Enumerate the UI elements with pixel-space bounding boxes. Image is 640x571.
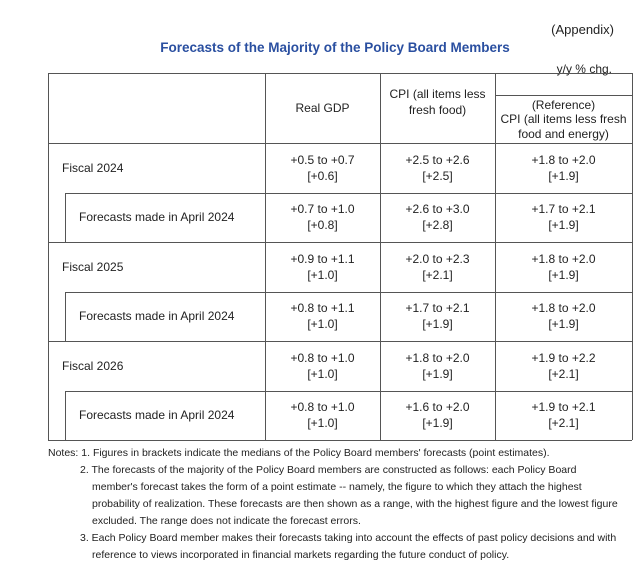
cell-reference-cpi: +1.8 to +2.0 [+1.9] (495, 242, 632, 292)
cell-reference-cpi-text: [+2.1] (548, 366, 579, 381)
cell-reference-cpi-text: +1.7 to +2.1 (531, 202, 596, 217)
note-1: Notes: 1. Figures in brackets indicate t… (48, 447, 550, 459)
cell-real-gdp-text: +0.8 to +1.0 (290, 350, 355, 365)
cell-reference-cpi-text: [+1.9] (548, 267, 579, 282)
indent-line (65, 390, 66, 440)
unit-label: y/y % chg. (556, 62, 612, 76)
column-divider (495, 73, 496, 440)
row-label-fiscal: Fiscal 2025 (62, 259, 124, 274)
column-divider (265, 73, 266, 440)
cell-cpi-text: [+1.9] (422, 416, 453, 431)
cell-cpi: +1.8 to +2.0 [+1.9] (380, 341, 495, 391)
note-2: 2. The forecasts of the majority of the … (80, 464, 618, 527)
cell-cpi: +2.6 to +3.0 [+2.8] (380, 193, 495, 243)
cell-reference-cpi: +1.8 to +2.0 [+1.9] (495, 292, 632, 342)
cell-reference-cpi-text: [+1.9] (548, 317, 579, 332)
row-label-april-forecast: Forecasts made in April 2024 (79, 210, 235, 225)
row-divider (48, 341, 632, 342)
cell-real-gdp: +0.8 to +1.1 [+1.0] (265, 292, 380, 342)
header-reference-text: CPI (all items less fresh food and energ… (500, 112, 627, 141)
row-label-april-forecast: Forecasts made in April 2024 (79, 309, 235, 324)
cell-cpi-text: +1.7 to +2.1 (405, 301, 470, 316)
cell-cpi-text: +1.8 to +2.0 (405, 350, 470, 365)
cell-reference-cpi: +1.9 to +2.1 [+2.1] (495, 391, 632, 441)
cell-cpi: +2.5 to +2.6 [+2.5] (380, 143, 495, 193)
row-label-fiscal: Fiscal 2024 (62, 160, 124, 175)
cell-real-gdp-text: +0.8 to +1.1 (290, 301, 355, 316)
header-cpi: CPI (all items less fresh food) (388, 73, 487, 131)
cell-real-gdp: +0.9 to +1.1 [+1.0] (265, 242, 380, 292)
header-reference: (Reference) CPI (all items less fresh foo… (497, 96, 630, 143)
cell-cpi-text: [+1.9] (422, 366, 453, 381)
cell-reference-cpi-text: +1.9 to +2.2 (531, 350, 596, 365)
row-divider (65, 291, 632, 293)
page-title: Forecasts of the Majority of the Policy … (160, 40, 510, 55)
cell-real-gdp: +0.8 to +1.0 [+1.0] (265, 341, 380, 391)
header-real-gdp: Real GDP (265, 73, 380, 143)
cell-real-gdp: +0.8 to +1.0 [+1.0] (265, 391, 380, 441)
column-divider (380, 73, 381, 440)
indent-line (65, 291, 66, 341)
cell-real-gdp-text: +0.9 to +1.1 (290, 251, 355, 266)
cell-real-gdp-text: [+0.8] (307, 218, 338, 233)
cell-cpi-text: [+2.1] (422, 267, 453, 282)
cell-reference-cpi-text: +1.9 to +2.1 (531, 400, 596, 415)
cell-reference-cpi-text: +1.8 to +2.0 (531, 152, 596, 167)
cell-reference-cpi: +1.8 to +2.0 [+1.9] (495, 143, 632, 193)
column-divider (48, 73, 49, 440)
indent-line (65, 192, 66, 242)
cell-real-gdp-text: [+1.0] (307, 366, 338, 381)
cell-reference-cpi-text: [+2.1] (548, 416, 579, 431)
header-divider (48, 143, 632, 144)
cell-cpi-text: [+2.5] (422, 168, 453, 183)
cell-reference-cpi-text: +1.8 to +2.0 (531, 301, 596, 316)
cell-reference-cpi-text: [+1.9] (548, 218, 579, 233)
cell-real-gdp-text: [+1.0] (307, 317, 338, 332)
table-border-top (48, 73, 632, 74)
cell-real-gdp-text: +0.8 to +1.0 (290, 400, 355, 415)
cell-real-gdp: +0.7 to +1.0 [+0.8] (265, 193, 380, 243)
row-divider (65, 192, 632, 194)
column-divider (632, 73, 633, 440)
cell-reference-cpi: +1.7 to +2.1 [+1.9] (495, 193, 632, 243)
appendix-label: (Appendix) (551, 22, 614, 37)
row-label-april-forecast: Forecasts made in April 2024 (79, 408, 235, 423)
cell-cpi-text: +1.6 to +2.0 (405, 400, 470, 415)
header-cpi-text: CPI (all items less fresh food) (389, 87, 486, 117)
cell-reference-cpi-text: +1.8 to +2.0 (531, 251, 596, 266)
cell-cpi: +2.0 to +2.3 [+2.1] (380, 242, 495, 292)
cell-cpi-text: [+1.9] (422, 317, 453, 332)
row-divider (48, 242, 632, 243)
cell-real-gdp-text: [+0.6] (307, 168, 338, 183)
cell-real-gdp: +0.5 to +0.7 [+0.6] (265, 143, 380, 193)
cell-cpi: +1.7 to +2.1 [+1.9] (380, 292, 495, 342)
header-reference-text: (Reference) (531, 97, 596, 112)
cell-cpi-text: +2.6 to +3.0 (405, 202, 470, 217)
cell-cpi-text: [+2.8] (422, 218, 453, 233)
table-border-bottom (48, 440, 632, 441)
row-label-fiscal: Fiscal 2026 (62, 358, 124, 373)
note-3: 3. Each Policy Board member makes their … (80, 532, 617, 561)
cell-reference-cpi: +1.9 to +2.2 [+2.1] (495, 341, 632, 391)
header-real-gdp-text: Real GDP (295, 101, 350, 115)
cell-real-gdp-text: +0.5 to +0.7 (290, 152, 355, 167)
cell-cpi-text: +2.0 to +2.3 (405, 251, 470, 266)
cell-cpi: +1.6 to +2.0 [+1.9] (380, 391, 495, 441)
cell-real-gdp-text: +0.7 to +1.0 (290, 202, 355, 217)
cell-real-gdp-text: [+1.0] (307, 416, 338, 431)
cell-real-gdp-text: [+1.0] (307, 267, 338, 282)
notes: Notes: 1. Figures in brackets indicate t… (48, 445, 618, 564)
row-divider (65, 390, 632, 392)
reference-box-top (495, 95, 632, 96)
cell-cpi-text: +2.5 to +2.6 (405, 152, 470, 167)
cell-reference-cpi-text: [+1.9] (548, 168, 579, 183)
